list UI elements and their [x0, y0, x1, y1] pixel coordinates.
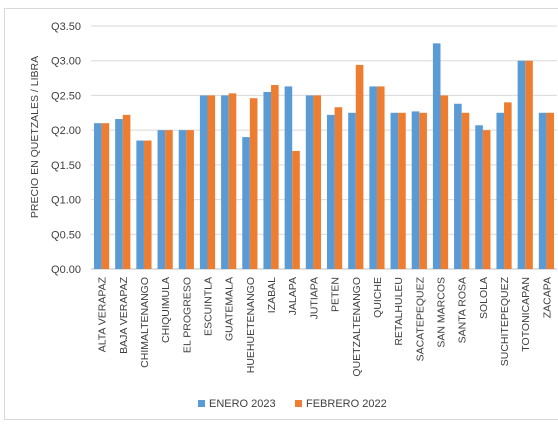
bar-enero-2023 [284, 86, 293, 269]
x-tick-label: RETALHULEU [393, 277, 405, 346]
bar-febrero-2022 [482, 130, 491, 269]
bar-enero-2023 [390, 112, 399, 270]
y-tick-label: Q1.50 [51, 160, 81, 172]
bar-febrero-2022 [461, 112, 470, 270]
bar-febrero-2022 [249, 98, 258, 269]
bar-febrero-2022 [546, 112, 555, 270]
bar-enero-2023 [454, 103, 462, 269]
bar-enero-2023 [115, 119, 123, 269]
bar-enero-2023 [136, 140, 144, 269]
bar-enero-2023 [517, 60, 526, 269]
x-tick-label: HUEHUETENANGO [245, 277, 257, 373]
x-tick-label: EL PROGRESO [181, 277, 193, 353]
x-tick-label: SOLOLA [478, 277, 490, 319]
y-axis-label: PRECIO EN QUETZALES / LIBRA [29, 56, 41, 218]
bar-enero-2023 [157, 130, 166, 269]
bar-febrero-2022 [398, 112, 406, 270]
bar-febrero-2022 [292, 150, 300, 269]
bar-febrero-2022 [271, 85, 279, 269]
bar-enero-2023 [348, 112, 356, 270]
bar-enero-2023 [178, 130, 187, 269]
bar-febrero-2022 [207, 95, 216, 269]
bars [93, 43, 555, 270]
bar-febrero-2022 [122, 114, 131, 270]
x-tick-label: ALTA VERAPAZ [97, 276, 109, 352]
y-tick-label: Q3.00 [51, 56, 81, 68]
legend-swatch [198, 400, 205, 407]
bar-enero-2023 [538, 112, 547, 270]
bar-febrero-2022 [101, 123, 110, 269]
x-tick-label: PETEN [330, 277, 342, 312]
bar-enero-2023 [263, 91, 272, 269]
x-tick-label: TOTONICAPAN [520, 277, 532, 352]
x-tick-label: SACATEPEQUEZ [414, 276, 426, 361]
y-tick-label: Q2.00 [51, 125, 81, 137]
bar-enero-2023 [326, 114, 335, 270]
bar-febrero-2022 [313, 95, 322, 269]
bar-febrero-2022 [228, 93, 237, 270]
bar-enero-2023 [221, 95, 229, 269]
bar-chart: Q0.00 Q0.50 Q1.00 Q1.50 Q2.00 Q2.50 Q3.00 Q3.50… [29, 21, 557, 410]
bar-febrero-2022 [186, 130, 194, 269]
x-tick-label: CHIQUIMULA [160, 277, 172, 343]
x-tick-label: JALAPA [287, 277, 299, 315]
x-tick-label: IZABAL [266, 277, 278, 313]
bar-enero-2023 [305, 95, 314, 269]
y-tick-label: Q0.50 [51, 229, 81, 241]
bar-febrero-2022 [419, 112, 427, 270]
bar-febrero-2022 [165, 130, 173, 269]
y-axis-ticks: Q0.00 Q0.50 Q1.00 Q1.50 Q2.00 Q2.50 Q3.00 Q3.50 [51, 21, 81, 276]
bar-febrero-2022 [355, 64, 364, 269]
y-tick-label: Q3.50 [51, 21, 81, 33]
legend-swatch [295, 400, 302, 407]
y-tick-label: Q1.00 [51, 195, 81, 207]
bar-febrero-2022 [376, 86, 385, 269]
bar-enero-2023 [242, 137, 250, 269]
x-tick-label: JUTIAPA [308, 277, 320, 319]
x-tick-label: ZACAPA [541, 277, 553, 318]
bar-febrero-2022 [525, 60, 533, 269]
bar-enero-2023 [199, 95, 208, 269]
legend-label: ENERO 2023 [209, 398, 276, 410]
bar-enero-2023 [369, 86, 377, 269]
y-tick-label: Q0.00 [51, 264, 81, 276]
x-tick-label: ESCUINTLA [203, 277, 215, 336]
x-tick-label: BAJA VERAPAZ [118, 276, 130, 353]
x-tick-label: SAN MARCOS [436, 277, 448, 348]
legend-label: FEBRERO 2022 [306, 398, 387, 410]
x-tick-label: CHIMALTENANGO [139, 277, 151, 368]
bar-febrero-2022 [440, 95, 449, 269]
bar-enero-2023 [475, 125, 483, 269]
bar-enero-2023 [411, 111, 420, 269]
x-tick-label: SANTA ROSA [457, 277, 469, 343]
x-axis-ticks: ALTA VERAPAZ BAJA VERAPAZ CHIMALTENANGO CHI… [97, 276, 554, 376]
bar-enero-2023 [93, 123, 102, 269]
bar-enero-2023 [496, 112, 505, 270]
x-tick-label: GUATEMALA [224, 277, 236, 341]
y-tick-label: Q2.50 [51, 90, 81, 102]
x-tick-label: QUICHE [372, 277, 384, 318]
x-tick-label: QUETZALTENANGO [351, 277, 363, 377]
chart-frame: Q0.00 Q0.50 Q1.00 Q1.50 Q2.00 Q2.50 Q3.00 Q3.50… [4, 8, 558, 420]
x-tick-label: SUCHITEPEQUEZ [499, 276, 511, 366]
bar-febrero-2022 [143, 140, 152, 269]
bar-enero-2023 [432, 43, 441, 269]
bar-febrero-2022 [504, 102, 512, 269]
legend: ENERO 2023 FEBRERO 2022 [198, 398, 387, 410]
bar-febrero-2022 [334, 107, 343, 269]
